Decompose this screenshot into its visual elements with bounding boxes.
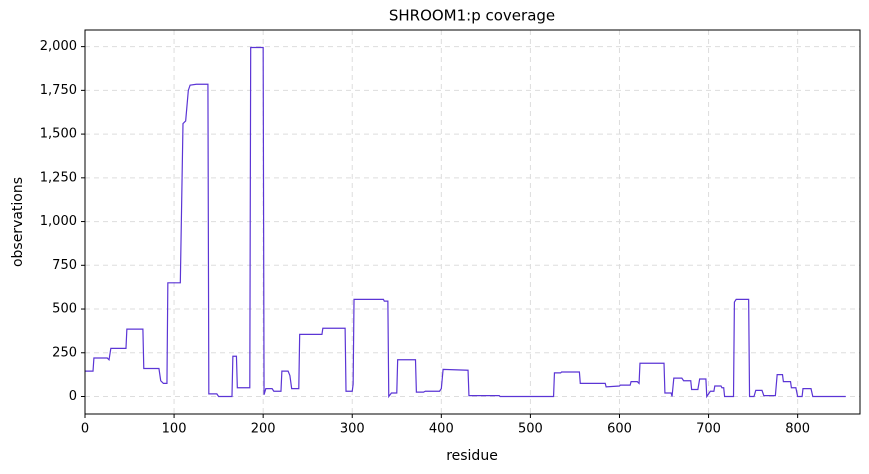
y-tick-label: 2,000 bbox=[40, 39, 77, 54]
x-axis-label: residue bbox=[446, 448, 498, 464]
x-tick-label: 800 bbox=[785, 422, 810, 437]
y-tick-label: 500 bbox=[52, 302, 77, 317]
y-tick-label: 250 bbox=[52, 345, 77, 360]
y-tick-label: 1,500 bbox=[40, 127, 77, 142]
data-line bbox=[85, 46, 846, 399]
x-tick-label: 0 bbox=[81, 422, 89, 437]
y-axis-label: observations bbox=[10, 177, 26, 267]
y-tick-label: 0 bbox=[69, 389, 77, 404]
y-tick-label: 1,000 bbox=[40, 214, 77, 229]
x-tick-label: 500 bbox=[518, 422, 543, 437]
x-tick-label: 600 bbox=[607, 422, 632, 437]
y-tick-label: 1,250 bbox=[40, 170, 77, 185]
x-tick-label: 300 bbox=[340, 422, 365, 437]
x-tick-label: 200 bbox=[251, 422, 276, 437]
x-tick-label: 400 bbox=[429, 422, 454, 437]
x-tick-label: 100 bbox=[162, 422, 187, 437]
y-tick-label: 750 bbox=[52, 258, 77, 273]
x-tick-label: 700 bbox=[696, 422, 721, 437]
chart-title: SHROOM1:p coverage bbox=[389, 7, 555, 25]
y-tick-label: 1,750 bbox=[40, 83, 77, 98]
plot-frame bbox=[84, 29, 861, 415]
